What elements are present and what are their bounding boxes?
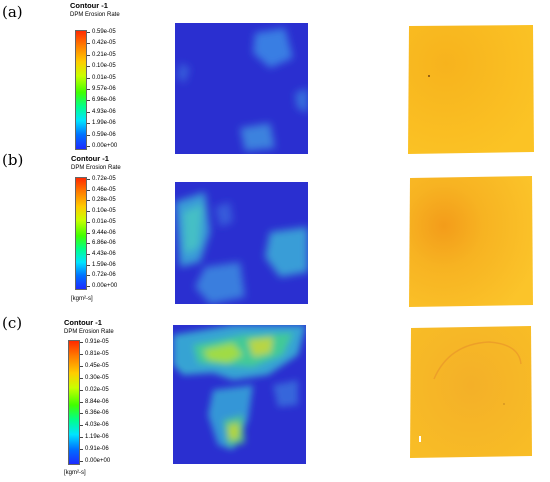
tick-label: 0.10e-05 <box>87 208 116 215</box>
tick-label: 6.86e-06 <box>87 240 116 247</box>
tick-label: 0.00e+00 <box>86 283 118 289</box>
erosion-contour-map <box>175 23 308 154</box>
unit-label: [kgm²-s] <box>64 470 86 476</box>
tick-label: 1.99e-06 <box>87 120 116 127</box>
tick-label: 0.01e-05 <box>87 218 116 225</box>
tick-label: 6.36e-06 <box>80 410 109 417</box>
tick-label: 0.45e-05 <box>80 362 109 369</box>
tick-label: 0.91e-05 <box>80 339 109 345</box>
color-bar <box>75 177 87 290</box>
tick-label: 4.93e-06 <box>87 108 116 115</box>
tick-label: 9.44e-06 <box>87 229 116 236</box>
coating-sample-photo <box>409 176 533 307</box>
tick-label: 0.59e-05 <box>87 29 116 35</box>
tick-label: 0.72e-05 <box>87 176 116 182</box>
tick-label: 4.03e-06 <box>80 422 109 429</box>
tick-label: 0.02e-05 <box>80 386 109 393</box>
tick-label: 0.81e-05 <box>80 350 109 357</box>
legend-title: Contour -1 <box>70 1 108 10</box>
tick-label: 0.10e-05 <box>87 63 116 70</box>
color-bar <box>75 30 87 150</box>
tick-label: 4.43e-06 <box>87 250 116 257</box>
tick-label: 0.30e-05 <box>80 374 109 381</box>
tick-label: 0.42e-05 <box>87 40 116 47</box>
tick-label: 0.00e+00 <box>79 458 111 464</box>
panel-label: (b) <box>2 151 24 169</box>
panel-label: (c) <box>2 314 23 332</box>
tick-label: 0.00e+00 <box>86 143 118 149</box>
coating-sample-photo <box>408 25 534 154</box>
tick-label: 0.91e-06 <box>80 446 109 453</box>
tick-label: 0.21e-05 <box>87 51 116 58</box>
unit-label: [kgm²-s] <box>71 296 93 302</box>
erosion-contour-map <box>175 182 308 304</box>
legend-subtitle: DPM Erosion Rate <box>71 165 121 171</box>
tick-label: 0.01e-05 <box>87 74 116 81</box>
color-bar <box>68 340 80 465</box>
legend-subtitle: DPM Erosion Rate <box>70 12 120 18</box>
legend-title: Contour -1 <box>71 154 109 163</box>
tick-label: 0.28e-05 <box>87 197 116 204</box>
panel-label: (a) <box>2 3 23 21</box>
legend-subtitle: DPM Erosion Rate <box>64 329 114 335</box>
tick-label: 1.19e-06 <box>80 434 109 441</box>
tick-label: 0.46e-05 <box>87 186 116 193</box>
tick-label: 0.72e-06 <box>87 272 116 279</box>
tick-label: 9.57e-06 <box>87 86 116 92</box>
tick-label: 8.84e-06 <box>80 398 109 405</box>
legend-title: Contour -1 <box>64 318 102 327</box>
coating-sample-photo <box>410 326 532 458</box>
erosion-contour-map <box>173 325 306 464</box>
tick-label: 6.96e-06 <box>87 97 116 104</box>
tick-label: 1.59e-06 <box>87 261 116 268</box>
tick-label: 0.59e-06 <box>87 131 116 138</box>
